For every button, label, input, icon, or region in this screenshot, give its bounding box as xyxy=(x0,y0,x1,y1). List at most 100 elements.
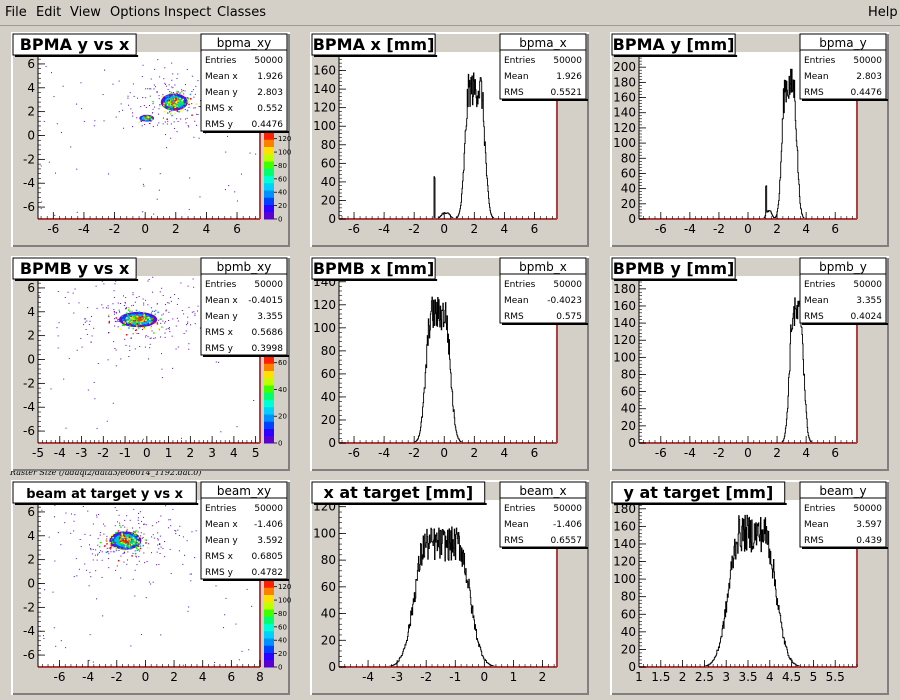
menu-options[interactable]: Options xyxy=(110,5,161,20)
density-point xyxy=(142,317,145,319)
density-point xyxy=(172,95,175,97)
stats-name: bpmb_xy xyxy=(217,260,272,274)
x-tick-label: -6 xyxy=(53,670,65,684)
scatter-point xyxy=(170,300,172,302)
density-point xyxy=(98,545,101,548)
scatter-point xyxy=(153,213,155,215)
scatter-point xyxy=(92,523,94,525)
scatter-point xyxy=(116,509,118,511)
density-point xyxy=(132,542,135,545)
scatter-point xyxy=(188,606,190,608)
x-tick-label: -4 xyxy=(378,222,390,236)
scatter-point xyxy=(120,358,122,360)
plot-canvas-svg[interactable]: Raster Size (/adaql2/data3/e06014_1192.d… xyxy=(0,26,900,700)
density-point xyxy=(129,310,131,313)
scatter-point xyxy=(88,585,90,587)
density-point xyxy=(127,543,129,545)
palette-tick-label: 80 xyxy=(278,162,287,170)
scatter-point xyxy=(184,554,186,556)
scatter-point xyxy=(90,549,92,551)
density-point xyxy=(133,318,136,321)
density-point xyxy=(132,327,134,330)
scatter-point xyxy=(186,324,188,326)
density-point xyxy=(131,317,133,319)
y-tick-label: 4 xyxy=(27,529,35,543)
stats-value: 0.4024 xyxy=(851,312,883,322)
scatter-point xyxy=(129,92,131,94)
scatter-point xyxy=(60,544,62,546)
density-point xyxy=(175,93,178,96)
stats-label: RMS y xyxy=(205,568,234,578)
scatter-point xyxy=(164,83,166,85)
scatter-point xyxy=(102,94,104,96)
scatter-point xyxy=(142,329,144,331)
menu-file[interactable]: File xyxy=(5,5,27,20)
density-point xyxy=(134,318,137,320)
scatter-point xyxy=(132,115,134,117)
stats-box-shadow xyxy=(203,355,289,357)
scatter-point xyxy=(227,135,229,137)
density-point xyxy=(112,542,114,545)
scatter-point xyxy=(189,573,191,575)
density-point xyxy=(152,317,155,319)
scatter-point xyxy=(122,525,124,527)
scatter-point xyxy=(110,548,112,550)
density-point xyxy=(129,325,131,327)
scatter-point xyxy=(117,320,119,322)
density-point xyxy=(119,543,122,545)
density-point xyxy=(114,542,116,544)
root-canvas[interactable]: Raster Size (/adaql2/data3/e06014_1192.d… xyxy=(0,26,900,700)
density-point xyxy=(154,313,157,316)
scatter-point xyxy=(132,304,134,306)
x-tick-label: 2 xyxy=(170,670,178,684)
scatter-point xyxy=(123,561,125,563)
density-point xyxy=(133,539,135,542)
x-tick-label: 4 xyxy=(501,222,509,236)
stats-label: Mean y xyxy=(205,536,238,546)
scatter-point xyxy=(134,550,136,552)
palette-cell xyxy=(264,594,274,603)
density-point xyxy=(128,545,131,547)
density-point xyxy=(168,98,170,100)
density-point xyxy=(179,97,181,100)
density-point xyxy=(128,541,131,543)
scatter-point xyxy=(228,185,230,187)
density-point xyxy=(145,323,148,325)
density-point xyxy=(180,107,183,110)
density-point xyxy=(166,118,168,120)
scatter-point xyxy=(88,659,90,661)
stats-label: RMS x xyxy=(205,552,234,562)
scatter-point xyxy=(141,537,143,539)
stats-value: 0.4782 xyxy=(252,568,284,578)
density-point xyxy=(127,309,130,311)
y-tick-label: -4 xyxy=(23,624,35,638)
menu-inspect[interactable]: Inspect xyxy=(164,5,212,20)
title-box-shadow xyxy=(614,55,738,57)
menu-view[interactable]: View xyxy=(70,5,101,20)
scatter-point xyxy=(157,539,159,541)
scatter-point xyxy=(54,214,56,216)
scatter-point xyxy=(55,172,57,174)
pad-bpma_xy: 0 20 40 60 80 100 120 -6 -4 -2 0 2 4 6 -6 -4 -2 0 2 4 6 BPMA … xyxy=(11,32,291,247)
scatter-point xyxy=(113,310,115,312)
density-point xyxy=(184,103,186,105)
density-point xyxy=(191,114,193,116)
y-tick-label: 60 xyxy=(621,607,636,621)
scatter-point xyxy=(85,569,87,571)
density-point xyxy=(136,322,139,325)
menu-classes[interactable]: Classes xyxy=(217,5,266,20)
scatter-point xyxy=(145,335,147,337)
density-point xyxy=(180,98,182,101)
y-tick-label: 160 xyxy=(613,91,636,105)
scatter-point xyxy=(48,536,50,538)
density-point xyxy=(195,103,197,105)
scatter-point xyxy=(139,550,141,552)
scatter-point xyxy=(132,112,134,114)
menu-help[interactable]: Help xyxy=(868,5,898,20)
scatter-point xyxy=(154,310,156,312)
scatter-point xyxy=(73,530,75,532)
menu-edit[interactable]: Edit xyxy=(36,5,62,20)
scatter-point xyxy=(132,333,134,335)
scatter-point xyxy=(137,519,139,521)
scatter-point xyxy=(115,280,117,282)
